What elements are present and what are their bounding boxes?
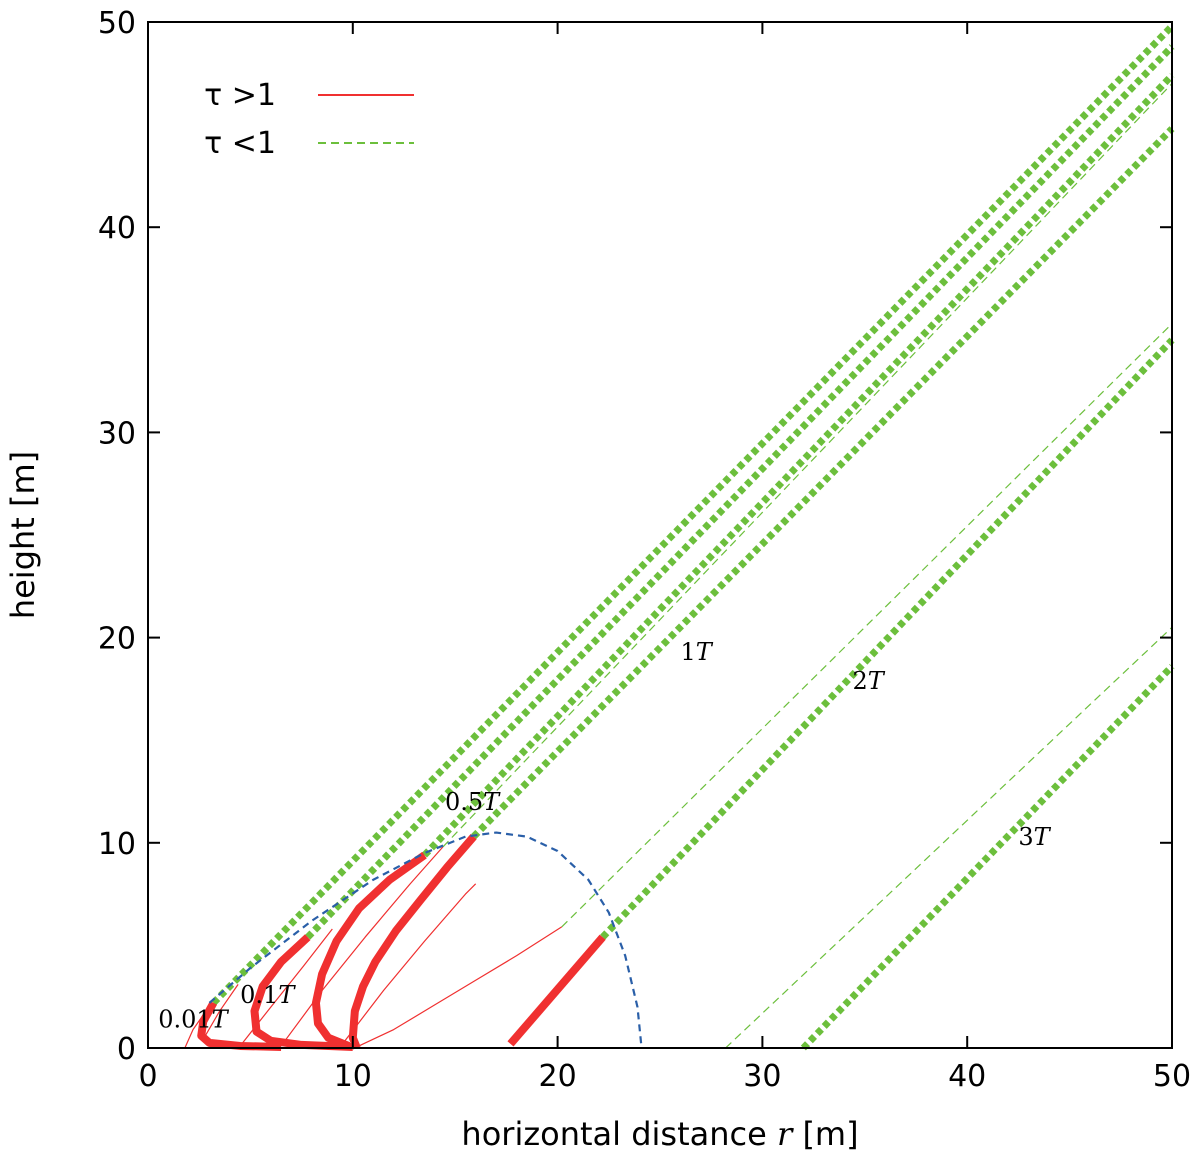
series-line-8 [280,846,444,1047]
series-line-20 [725,626,1173,1049]
y-tick-label: 20 [98,622,136,657]
time-label: 2T [853,667,886,695]
time-label: 3T [1018,823,1051,851]
legend: τ >1 τ <1 [204,78,414,161]
series-line-17 [800,663,1175,1051]
y-tick-label: 10 [98,827,136,862]
y-tick-label: 30 [98,416,136,451]
series-line-2 [311,851,427,1050]
time-label: 0.1T [240,981,296,1009]
series-line-11 [358,926,563,1047]
series-line-18 [442,83,1173,848]
series-line-6 [204,984,239,1036]
y-tick-label: 40 [98,211,136,246]
series-line-9 [342,883,477,1045]
time-label: 0.5T [445,788,501,816]
y-axis-label: height [m] [4,451,42,619]
x-tick-label: 40 [948,1059,986,1094]
x-tick-label: 50 [1153,1059,1191,1094]
series-line-1 [250,934,353,1051]
series-line-15 [471,126,1175,840]
series-line-4 [507,934,606,1047]
series-line-13 [305,44,1175,940]
x-tick-label: 10 [334,1059,372,1094]
x-axis-label: horizontal distance r [m] [461,1115,858,1153]
legend-label: τ <1 [204,126,276,161]
series-line-12 [211,23,1175,1006]
series-line-0 [197,1000,282,1051]
legend-label: τ >1 [204,78,276,113]
annotation-layer: 0.01T 0.1T 0.5T 1T 2T 3T [158,638,1051,1033]
ticks-layer: 0 10 20 30 40 50 0 10 20 30 40 50 [98,6,1191,1094]
series-line-3 [348,834,477,1050]
time-label: 1T [680,638,713,666]
y-tick-label: 0 [117,1032,136,1067]
series-line-16 [600,337,1175,940]
series-layer [184,23,1175,1051]
x-tick-label: 20 [539,1059,577,1094]
x-tick-label: 0 [138,1059,157,1094]
series-line-21 [208,831,643,1049]
plot-frame [147,21,1173,1049]
x-tick-label: 30 [743,1059,781,1094]
series-line-19 [561,323,1173,928]
time-label: 0.01T [158,1005,229,1033]
y-tick-label: 50 [98,6,136,41]
series-line-14 [421,72,1175,858]
